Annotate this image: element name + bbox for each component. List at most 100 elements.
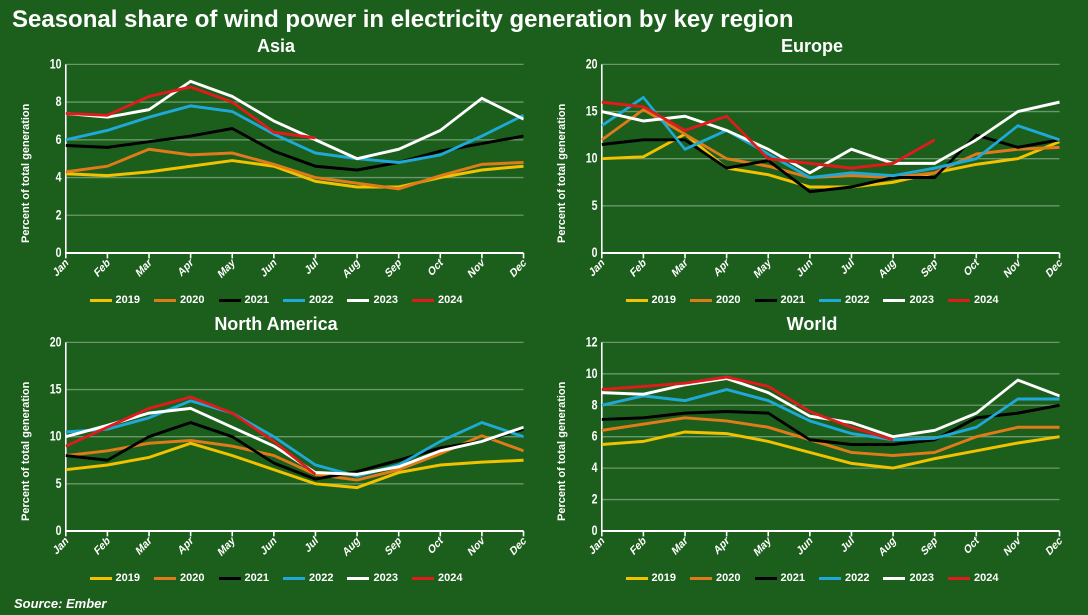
legend-item: 2024 <box>948 294 998 306</box>
svg-text:Sep: Sep <box>919 534 939 559</box>
legend-item: 2021 <box>219 294 269 306</box>
legend-swatch <box>755 299 777 302</box>
svg-text:Jul: Jul <box>303 534 320 555</box>
svg-text:8: 8 <box>56 94 62 110</box>
panel-north-america: North America Percent of total generatio… <box>20 314 532 584</box>
svg-text:Apr: Apr <box>712 256 732 280</box>
svg-text:May: May <box>216 534 237 559</box>
legend-swatch <box>690 299 712 302</box>
legend-swatch <box>283 577 305 580</box>
svg-text:4: 4 <box>56 169 62 185</box>
legend-label: 2021 <box>781 294 805 306</box>
svg-text:Jun: Jun <box>795 256 815 280</box>
legend-swatch <box>412 577 434 580</box>
chart-wrap: Percent of total generation 05101520JanF… <box>20 337 532 566</box>
svg-text:Aug: Aug <box>877 534 898 559</box>
plot-area: 05101520JanFebMarAprMayJunJulAugSepOctNo… <box>570 59 1068 288</box>
legend-item: 2021 <box>219 572 269 584</box>
legend-swatch <box>412 299 434 302</box>
legend: 2019 2020 2021 2022 2023 2024 <box>20 572 532 584</box>
svg-text:May: May <box>752 534 773 559</box>
svg-text:15: 15 <box>50 381 62 397</box>
plot-area: 0246810JanFebMarAprMayJunJulAugSepOctNov… <box>34 59 532 288</box>
svg-text:Nov: Nov <box>466 255 487 281</box>
panel-title: World <box>556 314 1068 335</box>
svg-text:15: 15 <box>586 103 598 119</box>
legend-label: 2024 <box>974 572 998 584</box>
legend-item: 2020 <box>154 572 204 584</box>
legend-swatch <box>819 299 841 302</box>
legend-item: 2024 <box>412 294 462 306</box>
legend-label: 2022 <box>845 294 869 306</box>
legend-item: 2022 <box>819 294 869 306</box>
svg-text:Jan: Jan <box>587 534 606 558</box>
svg-text:Apr: Apr <box>176 256 196 280</box>
legend-label: 2020 <box>180 294 204 306</box>
legend-item: 2021 <box>755 294 805 306</box>
legend-item: 2023 <box>347 294 397 306</box>
legend-item: 2023 <box>883 572 933 584</box>
svg-text:Feb: Feb <box>629 256 649 280</box>
svg-text:10: 10 <box>586 150 598 166</box>
svg-text:Sep: Sep <box>919 256 939 281</box>
chart-wrap: Percent of total generation 05101520JanF… <box>556 59 1068 288</box>
svg-text:Nov: Nov <box>466 533 487 559</box>
svg-text:6: 6 <box>56 132 62 148</box>
svg-text:Apr: Apr <box>712 534 732 558</box>
legend-swatch <box>90 299 112 302</box>
legend-swatch <box>755 577 777 580</box>
svg-text:Jan: Jan <box>587 256 606 280</box>
svg-text:Jun: Jun <box>259 534 279 558</box>
legend-swatch <box>219 299 241 302</box>
legend-item: 2020 <box>690 572 740 584</box>
svg-text:May: May <box>752 256 773 281</box>
legend-swatch <box>690 577 712 580</box>
svg-text:Mar: Mar <box>134 256 154 281</box>
legend-swatch <box>154 299 176 302</box>
panel-world: World Percent of total generation 024681… <box>556 314 1068 584</box>
svg-text:10: 10 <box>50 428 62 444</box>
svg-text:Nov: Nov <box>1002 255 1023 281</box>
svg-text:10: 10 <box>586 366 598 382</box>
svg-text:Jul: Jul <box>303 256 320 277</box>
panel-title: Asia <box>20 36 532 57</box>
legend-label: 2020 <box>716 572 740 584</box>
svg-text:Feb: Feb <box>629 534 649 558</box>
svg-text:Apr: Apr <box>176 534 196 558</box>
svg-text:Dec: Dec <box>508 256 528 280</box>
panel-title: Europe <box>556 36 1068 57</box>
svg-text:Jan: Jan <box>51 256 70 280</box>
svg-text:8: 8 <box>592 397 598 413</box>
legend-label: 2023 <box>373 294 397 306</box>
svg-text:6: 6 <box>592 428 598 444</box>
svg-text:Mar: Mar <box>134 534 154 559</box>
legend-label: 2019 <box>116 294 140 306</box>
legend-item: 2022 <box>819 572 869 584</box>
svg-text:Jun: Jun <box>795 534 815 558</box>
legend-label: 2021 <box>245 572 269 584</box>
legend-label: 2019 <box>652 572 676 584</box>
y-axis-label: Percent of total generation <box>20 59 32 288</box>
panel-europe: Europe Percent of total generation 05101… <box>556 36 1068 306</box>
svg-text:Mar: Mar <box>670 256 690 281</box>
page-title: Seasonal share of wind power in electric… <box>0 0 1088 36</box>
svg-text:Sep: Sep <box>383 534 403 559</box>
chart-grid: Asia Percent of total generation 0246810… <box>0 36 1088 584</box>
legend-swatch <box>283 299 305 302</box>
svg-text:Oct: Oct <box>426 534 445 557</box>
legend-swatch <box>219 577 241 580</box>
svg-text:5: 5 <box>592 198 598 214</box>
svg-text:Aug: Aug <box>341 256 362 281</box>
chart-wrap: Percent of total generation 024681012Jan… <box>556 337 1068 566</box>
legend: 2019 2020 2021 2022 2023 2024 <box>556 572 1068 584</box>
legend-swatch <box>626 299 648 302</box>
legend-item: 2023 <box>883 294 933 306</box>
legend-swatch <box>883 299 905 302</box>
svg-text:Feb: Feb <box>93 534 113 558</box>
plot-area: 024681012JanFebMarAprMayJunJulAugSepOctN… <box>570 337 1068 566</box>
legend-swatch <box>154 577 176 580</box>
legend-item: 2019 <box>626 294 676 306</box>
svg-text:2: 2 <box>592 491 598 507</box>
svg-text:Jun: Jun <box>259 256 279 280</box>
legend: 2019 2020 2021 2022 2023 2024 <box>20 294 532 306</box>
